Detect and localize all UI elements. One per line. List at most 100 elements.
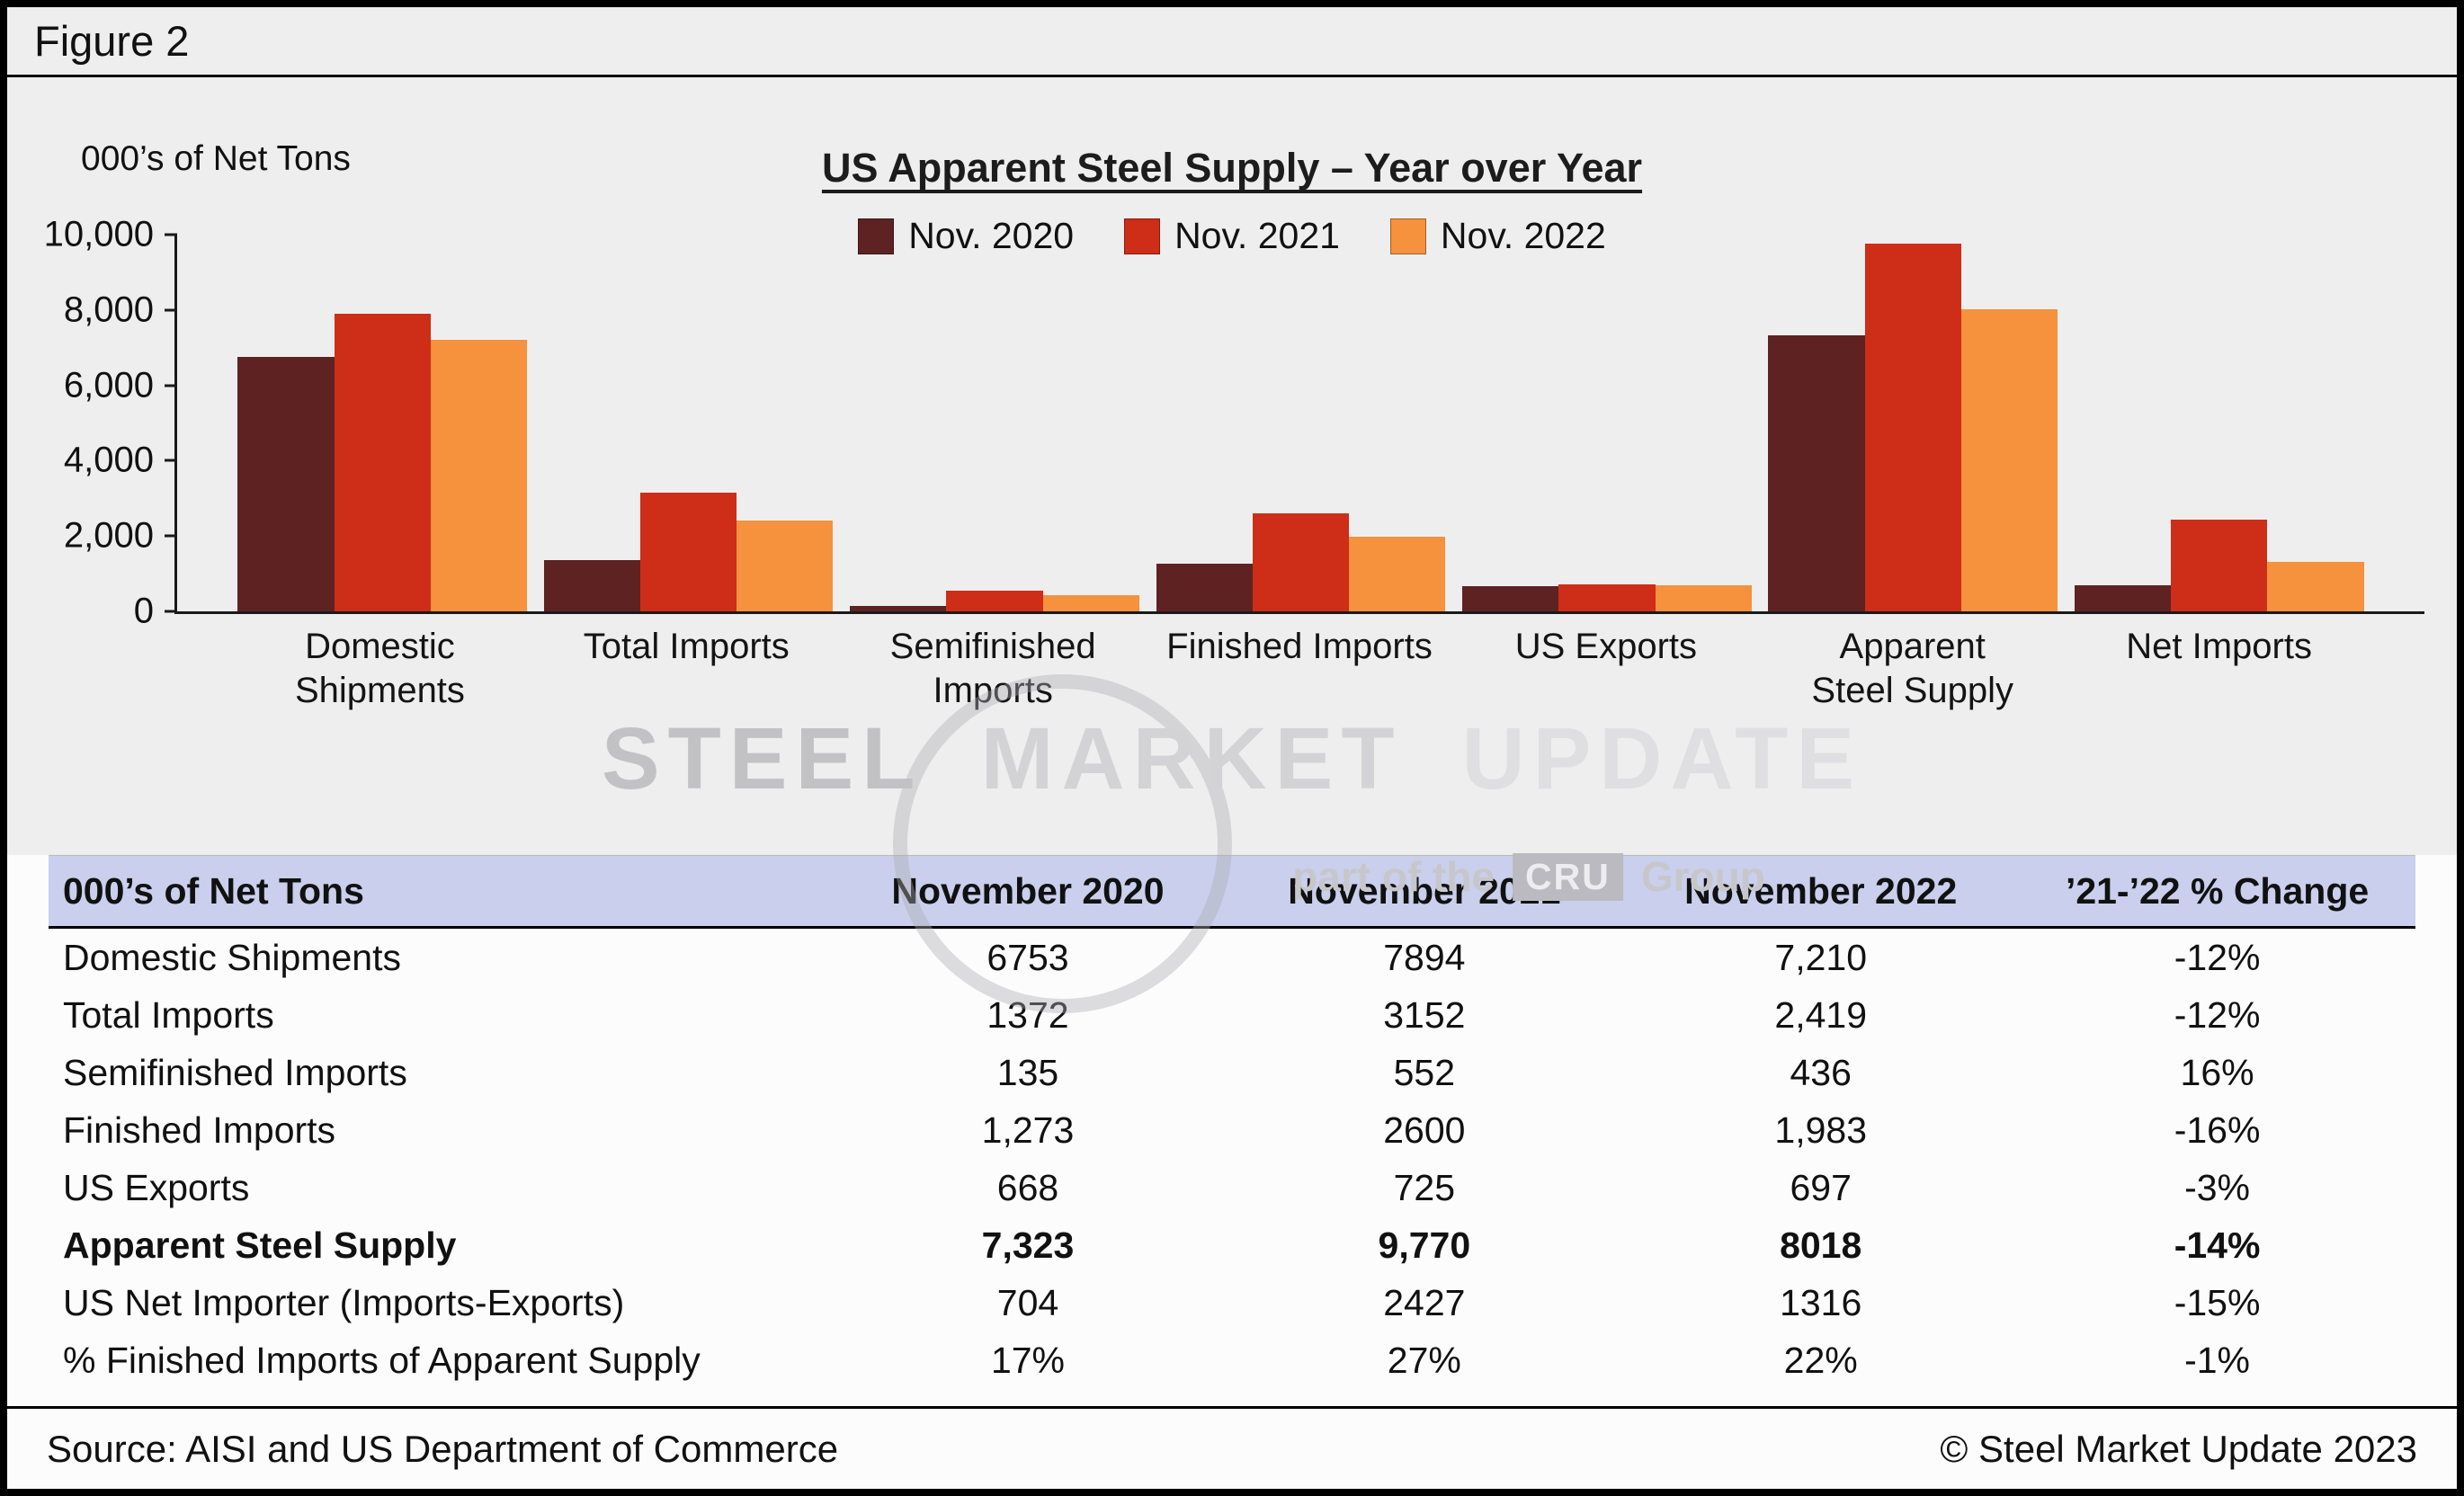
y-axis-tick-label: 6,000 [63,365,154,405]
legend-item: Nov. 2021 [1124,215,1340,257]
table-cell: 17% [990,1339,1065,1381]
bar [2267,561,2364,611]
table-cell-label: Apparent Steel Supply [63,1224,457,1266]
table-row: Apparent Steel Supply 7,323 9,770 8018 -14% [49,1216,2415,1274]
y-axis-title: 000’s of Net Tons [81,139,351,178]
y-axis-tick: 4,000 [64,441,177,481]
table-cell: 9,770 [1378,1224,1471,1266]
category-label-line: Net Imports [2126,627,2312,666]
category-label: Domestic Shipments [227,625,533,713]
table-cell: 2,419 [1774,993,1867,1036]
table-cell: -14% [2174,1224,2261,1266]
table-cell-label: Semifinished Imports [63,1051,407,1093]
table-cell: 6753 [986,936,1069,978]
table-body: Domestic Shipments 6753 7894 7,210 -12% Total… [49,929,2415,1389]
category-label: Apparent Steel Supply [1759,625,2066,713]
bar [1349,536,1446,611]
bar [1156,563,1253,611]
table-header-cell: 000’s of Net Tons [63,869,364,912]
table-header-row: 000’s of Net Tons November 2020 November 2… [49,856,2415,929]
bar-group [535,235,841,611]
chart-title: US Apparent Steel Supply – Year over Yea… [821,145,1643,191]
bar-group [1454,235,1760,611]
y-axis-tick-label: 4,000 [63,440,154,480]
category-label-line: Semifinished [889,627,1096,666]
table-cell: 2600 [1383,1109,1466,1151]
table-header-cell: November 2022 [1684,869,1958,912]
bar-group [1760,235,2066,611]
data-table: 000’s of Net Tons November 2020 November 2… [49,855,2415,1389]
bar [334,314,431,611]
bar-group [1147,235,1453,611]
table-cell: 704 [996,1281,1059,1323]
bar [1960,309,2058,611]
legend-color-swatch [858,218,895,254]
table-cell: 552 [1393,1051,1456,1093]
y-axis-tick-label: 2,000 [63,515,154,556]
table-cell: 27% [1387,1339,1461,1381]
bar [1252,513,1350,611]
table-cell-label: % Finished Imports of Apparent Supply [63,1339,701,1381]
y-axis-tick-mark [165,308,177,312]
bar-group [229,235,535,611]
table-cell: -1% [2184,1339,2251,1381]
table-cell: -16% [2174,1109,2261,1151]
category-label: US Exports [1452,625,1759,713]
legend-label: Nov. 2021 [1174,215,1340,256]
legend-label: Nov. 2022 [1440,215,1606,256]
table-cell: 1372 [986,993,1069,1036]
figure-header: Figure 2 [7,7,2457,77]
table-cell: -12% [2174,936,2261,978]
table-cell: 436 [1790,1051,1852,1093]
bar [1768,335,1865,611]
category-label: Net Imports [2066,625,2372,713]
table-cell: 725 [1393,1166,1456,1208]
copyright: © Steel Market Update 2023 [1940,1427,2417,1470]
table-row: Domestic Shipments 6753 7894 7,210 -12% [49,929,2415,986]
y-axis-tick: 10,000 [44,215,177,255]
table-header-cell: November 2020 [891,869,1165,912]
y-axis-tick: 8,000 [64,289,177,330]
y-axis-tick: 0 [134,592,177,632]
category-label: Finished Imports [1147,625,1453,713]
table-cell: 1,983 [1774,1109,1867,1151]
y-axis-tick-mark [165,534,177,538]
bar [1864,243,1961,611]
category-label-line: Steel Supply [1811,670,2014,710]
bar [640,492,737,611]
table-cell-label: Finished Imports [63,1109,336,1151]
bar-group [2067,235,2372,611]
y-axis-tick-mark [165,610,177,613]
y-axis-tick-label: 10,000 [43,214,154,254]
table-cell: -12% [2174,993,2261,1036]
table-cell: 22% [1783,1339,1858,1381]
chart-section: 000’s of Net Tons US Apparent Steel Supp… [7,80,2457,857]
figure-label: Figure 2 [34,17,190,65]
table-row: Total Imports 1372 3152 2,419 -12% [49,986,2415,1044]
table-cell: 3152 [1383,993,1466,1036]
bar [737,520,834,611]
table-cell: 7894 [1383,936,1466,978]
category-label-line: Finished Imports [1166,627,1433,666]
bar-group [842,235,1147,611]
table-cell: 1,273 [981,1109,1075,1151]
category-label: Total Imports [533,625,840,713]
table-row: Semifinished Imports 135 552 436 16% [49,1044,2415,1101]
source-note: Source: AISI and US Department of Commer… [47,1427,839,1470]
bar [2171,520,2268,611]
legend-item: Nov. 2020 [858,215,1074,257]
y-axis-tick-label: 8,000 [63,289,154,330]
y-axis-tick-mark [165,459,177,462]
category-label-line: Domestic [305,627,455,666]
bar [2074,584,2172,611]
table-row: US Exports 668 725 697 -3% [49,1159,2415,1216]
bar [1042,594,1139,611]
table-cell-label: Domestic Shipments [63,936,401,978]
plot-area: 0 2,000 4,000 6,000 8,000 10,000 [44,215,2424,631]
bar [850,606,947,611]
category-label: Semifinished Imports [840,625,1147,713]
bar [1462,586,1559,611]
table-row: US Net Importer (Imports-Exports) 704 2427… [49,1274,2415,1331]
y-axis-tick: 2,000 [64,516,177,557]
